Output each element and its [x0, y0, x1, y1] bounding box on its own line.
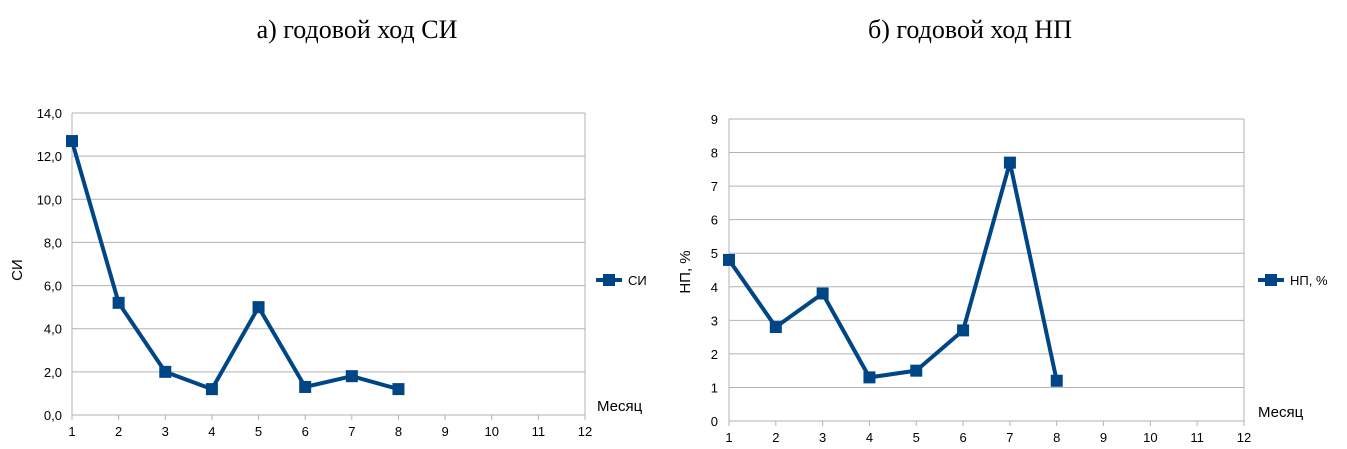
chart-1-x-tick-label: 11 — [532, 424, 546, 439]
chart-1-series-line — [70, 140, 399, 392]
chart-1-y-tick-label: 12,0 — [37, 149, 62, 164]
chart-2-x-tick-label: 10 — [1143, 430, 1157, 445]
chart-2-x-tick-label: 9 — [1100, 430, 1107, 445]
chart-1-y-tick-label: 8,0 — [44, 235, 62, 250]
chart-2-y-tick-label: 3 — [711, 313, 718, 328]
chart-1-x-tick-label: 7 — [348, 424, 355, 439]
chart-1-data-point — [392, 383, 405, 396]
chart-2-x-tick-label: 12 — [1237, 430, 1251, 445]
chart-1-data-point — [205, 383, 218, 396]
chart-2-y-tick-label: 4 — [711, 280, 718, 295]
chart-2-y-tick-label: 0 — [711, 414, 718, 429]
chart-2-x-tick-label: 6 — [959, 430, 966, 445]
chart-2-data-point — [863, 371, 876, 384]
chart-2-x-tick-label: 7 — [1006, 430, 1013, 445]
chart-1-y-tick-label: 14,0 — [37, 106, 62, 121]
chart-1-y-tick-label: 10,0 — [37, 192, 62, 207]
chart-1-x-tick-label: 2 — [115, 424, 122, 439]
chart-2-y-tick-label: 1 — [711, 380, 718, 395]
chart-2-x-tick-label: 1 — [725, 430, 732, 445]
chart-1-x-tick-label: 6 — [302, 424, 309, 439]
chart-2-data-point — [816, 287, 829, 300]
chart-1-data-point — [159, 365, 172, 378]
chart-2-legend-label: НП, % — [1290, 273, 1328, 288]
chart-2-x-tick-label: 11 — [1190, 430, 1204, 445]
chart-2-y-tick-label: 7 — [711, 179, 718, 194]
chart-1-title: а) годовой ход СИ — [257, 15, 458, 44]
chart-1-x-tick-label: 9 — [441, 424, 448, 439]
chart-2-series-line — [727, 160, 1059, 382]
chart-2-data-point — [1050, 374, 1063, 387]
chart-1-y-axis-label: СИ — [9, 259, 26, 281]
chart-1-y-tick-label: 4,0 — [44, 322, 62, 337]
chart-2-x-tick-label: 8 — [1053, 430, 1060, 445]
chart-1-x-axis-label: Месяц — [597, 398, 643, 415]
chart-2-y-tick-label: 2 — [711, 347, 718, 362]
chart-2-legend-marker — [1265, 274, 1277, 286]
chart-1-x-tick-label: 10 — [484, 424, 498, 439]
chart-1-legend-marker — [603, 274, 615, 286]
chart-1-data-point — [252, 301, 265, 314]
chart-1-x-tick-label: 1 — [68, 424, 75, 439]
chart-1-legend-label: СИ — [628, 273, 647, 288]
chart-2-data-point — [1003, 156, 1016, 169]
chart-1-data-point — [299, 380, 312, 393]
chart-1-x-tick-label: 5 — [255, 424, 262, 439]
chart-2-y-tick-label: 9 — [711, 112, 718, 127]
chart-1-x-tick-label: 4 — [208, 424, 215, 439]
chart-1-y-tick-label: 6,0 — [44, 279, 62, 294]
chart-2-y-axis-label: НП, % — [677, 250, 694, 293]
chart-1-data-point — [345, 370, 358, 383]
chart-2-data-point — [910, 364, 923, 377]
chart-2-x-tick-label: 4 — [866, 430, 873, 445]
chart-1-y-tick-label: 2,0 — [44, 365, 62, 380]
chart-2-title: б) годовой ход НП — [868, 15, 1072, 44]
chart-2-data-point — [723, 253, 735, 266]
chart-2-x-tick-label: 5 — [913, 430, 920, 445]
chart-1-x-tick-label: 12 — [578, 424, 592, 439]
chart-1-x-tick-label: 3 — [162, 424, 169, 439]
chart-2-data-point — [957, 324, 970, 337]
chart-2-y-tick-label: 6 — [711, 213, 718, 228]
chart-1-x-tick-label: 8 — [395, 424, 402, 439]
chart-2-x-tick-label: 3 — [819, 430, 826, 445]
chart-1-y-tick-label: 0,0 — [44, 408, 62, 423]
chart-1-data-point — [112, 296, 125, 309]
chart-1-data-point — [66, 135, 78, 148]
chart-2-x-tick-label: 2 — [772, 430, 779, 445]
chart-2-data-point — [769, 321, 782, 334]
chart-2-y-tick-label: 5 — [711, 246, 718, 261]
chart-2-x-axis-label: Месяц — [1258, 404, 1304, 421]
chart-2-y-tick-label: 8 — [711, 146, 718, 161]
